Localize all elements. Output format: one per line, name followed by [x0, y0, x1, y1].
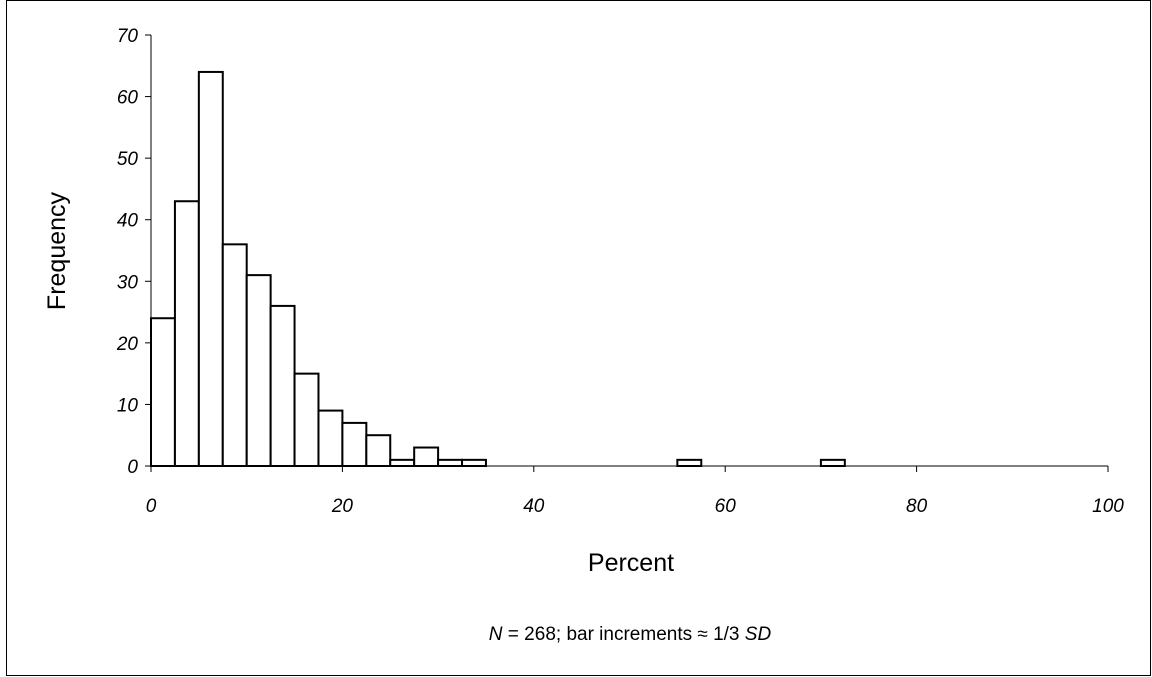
histogram-bar: [197, 70, 224, 467]
x-axis-title: Percent: [588, 549, 674, 577]
y-axis-title: Frequency: [43, 191, 71, 310]
histogram-bar: [461, 458, 487, 467]
histogram-bars: [150, 70, 846, 468]
histogram-bar: [819, 458, 846, 467]
histogram-bar: [173, 200, 200, 468]
y-tick-label: 20: [116, 334, 139, 355]
histogram-bar: [437, 458, 464, 467]
histogram-bar: [293, 372, 320, 468]
chart-note: N = 268; bar increments ≈ 1/3 SD: [489, 624, 772, 645]
y-axis-ticks: 0 10 20 30 40 50 60 70: [116, 26, 151, 478]
y-tick-label: 60: [117, 88, 139, 109]
x-tick-label: 0: [146, 496, 157, 517]
histogram-bar: [389, 458, 416, 467]
x-tick-label: 40: [523, 496, 545, 517]
y-tick-label: 40: [117, 211, 139, 232]
histogram-bar: [341, 421, 368, 467]
x-tick-label: 60: [715, 496, 737, 517]
y-tick-label: 0: [127, 457, 138, 478]
y-tick-label: 10: [117, 395, 139, 416]
histogram-bar: [317, 409, 344, 467]
x-tick-label: 100: [1092, 496, 1124, 517]
histogram-bar: [676, 458, 703, 467]
axes: [150, 35, 1108, 467]
y-tick-label: 30: [117, 272, 139, 293]
x-tick-label: 20: [331, 496, 354, 517]
histogram-bar: [413, 446, 440, 467]
x-axis-ticks: 0 20 40 60 80 100: [146, 466, 1124, 517]
histogram-bar: [150, 317, 176, 468]
y-tick-label: 50: [117, 149, 139, 170]
histogram-bar: [245, 274, 272, 467]
note-text: = 268; bar increments ≈ 1/3: [503, 624, 745, 645]
y-tick-label: 70: [117, 26, 139, 47]
histogram-bar: [221, 243, 248, 467]
note-sd-label: SD: [745, 624, 772, 645]
histogram-bar: [365, 434, 392, 467]
x-tick-label: 80: [906, 496, 928, 517]
note-n-label: N: [489, 624, 503, 645]
histogram-bar: [269, 304, 296, 467]
